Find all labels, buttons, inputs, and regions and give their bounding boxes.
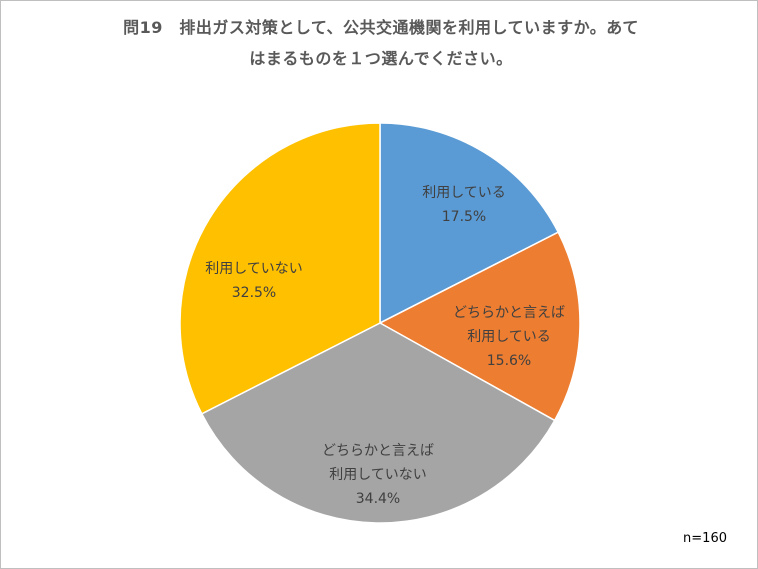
pie-slice-2	[378, 231, 581, 422]
slice-2-value-label: 15.6%	[487, 353, 531, 369]
slice-4-value-label: 32.5%	[232, 285, 276, 301]
chart-title-line-2: はまるものを１つ選んでください。	[249, 49, 513, 68]
slice-1-category-label: 利用している	[422, 185, 506, 201]
slice-1-value-label: 17.5%	[442, 209, 486, 225]
sample-size-label: n=160	[683, 531, 727, 546]
slice-3-category-label: どちらかと言えば	[322, 443, 434, 459]
slice-3-value-label: 34.4%	[356, 491, 400, 507]
slice-2-category-label: どちらかと言えば	[453, 305, 565, 321]
slice-2-category-label: 利用している	[467, 329, 551, 345]
pie-slice-1	[379, 122, 560, 325]
pie-slice-4	[179, 122, 381, 415]
slice-3-category-label: 利用していない	[329, 467, 427, 483]
slice-4-category-label: 利用していない	[205, 261, 303, 277]
chart-title-line-1: 問19 排出ガス対策として、公共交通機関を利用していますか。あて	[123, 18, 639, 37]
pie-slice-3	[200, 322, 556, 524]
